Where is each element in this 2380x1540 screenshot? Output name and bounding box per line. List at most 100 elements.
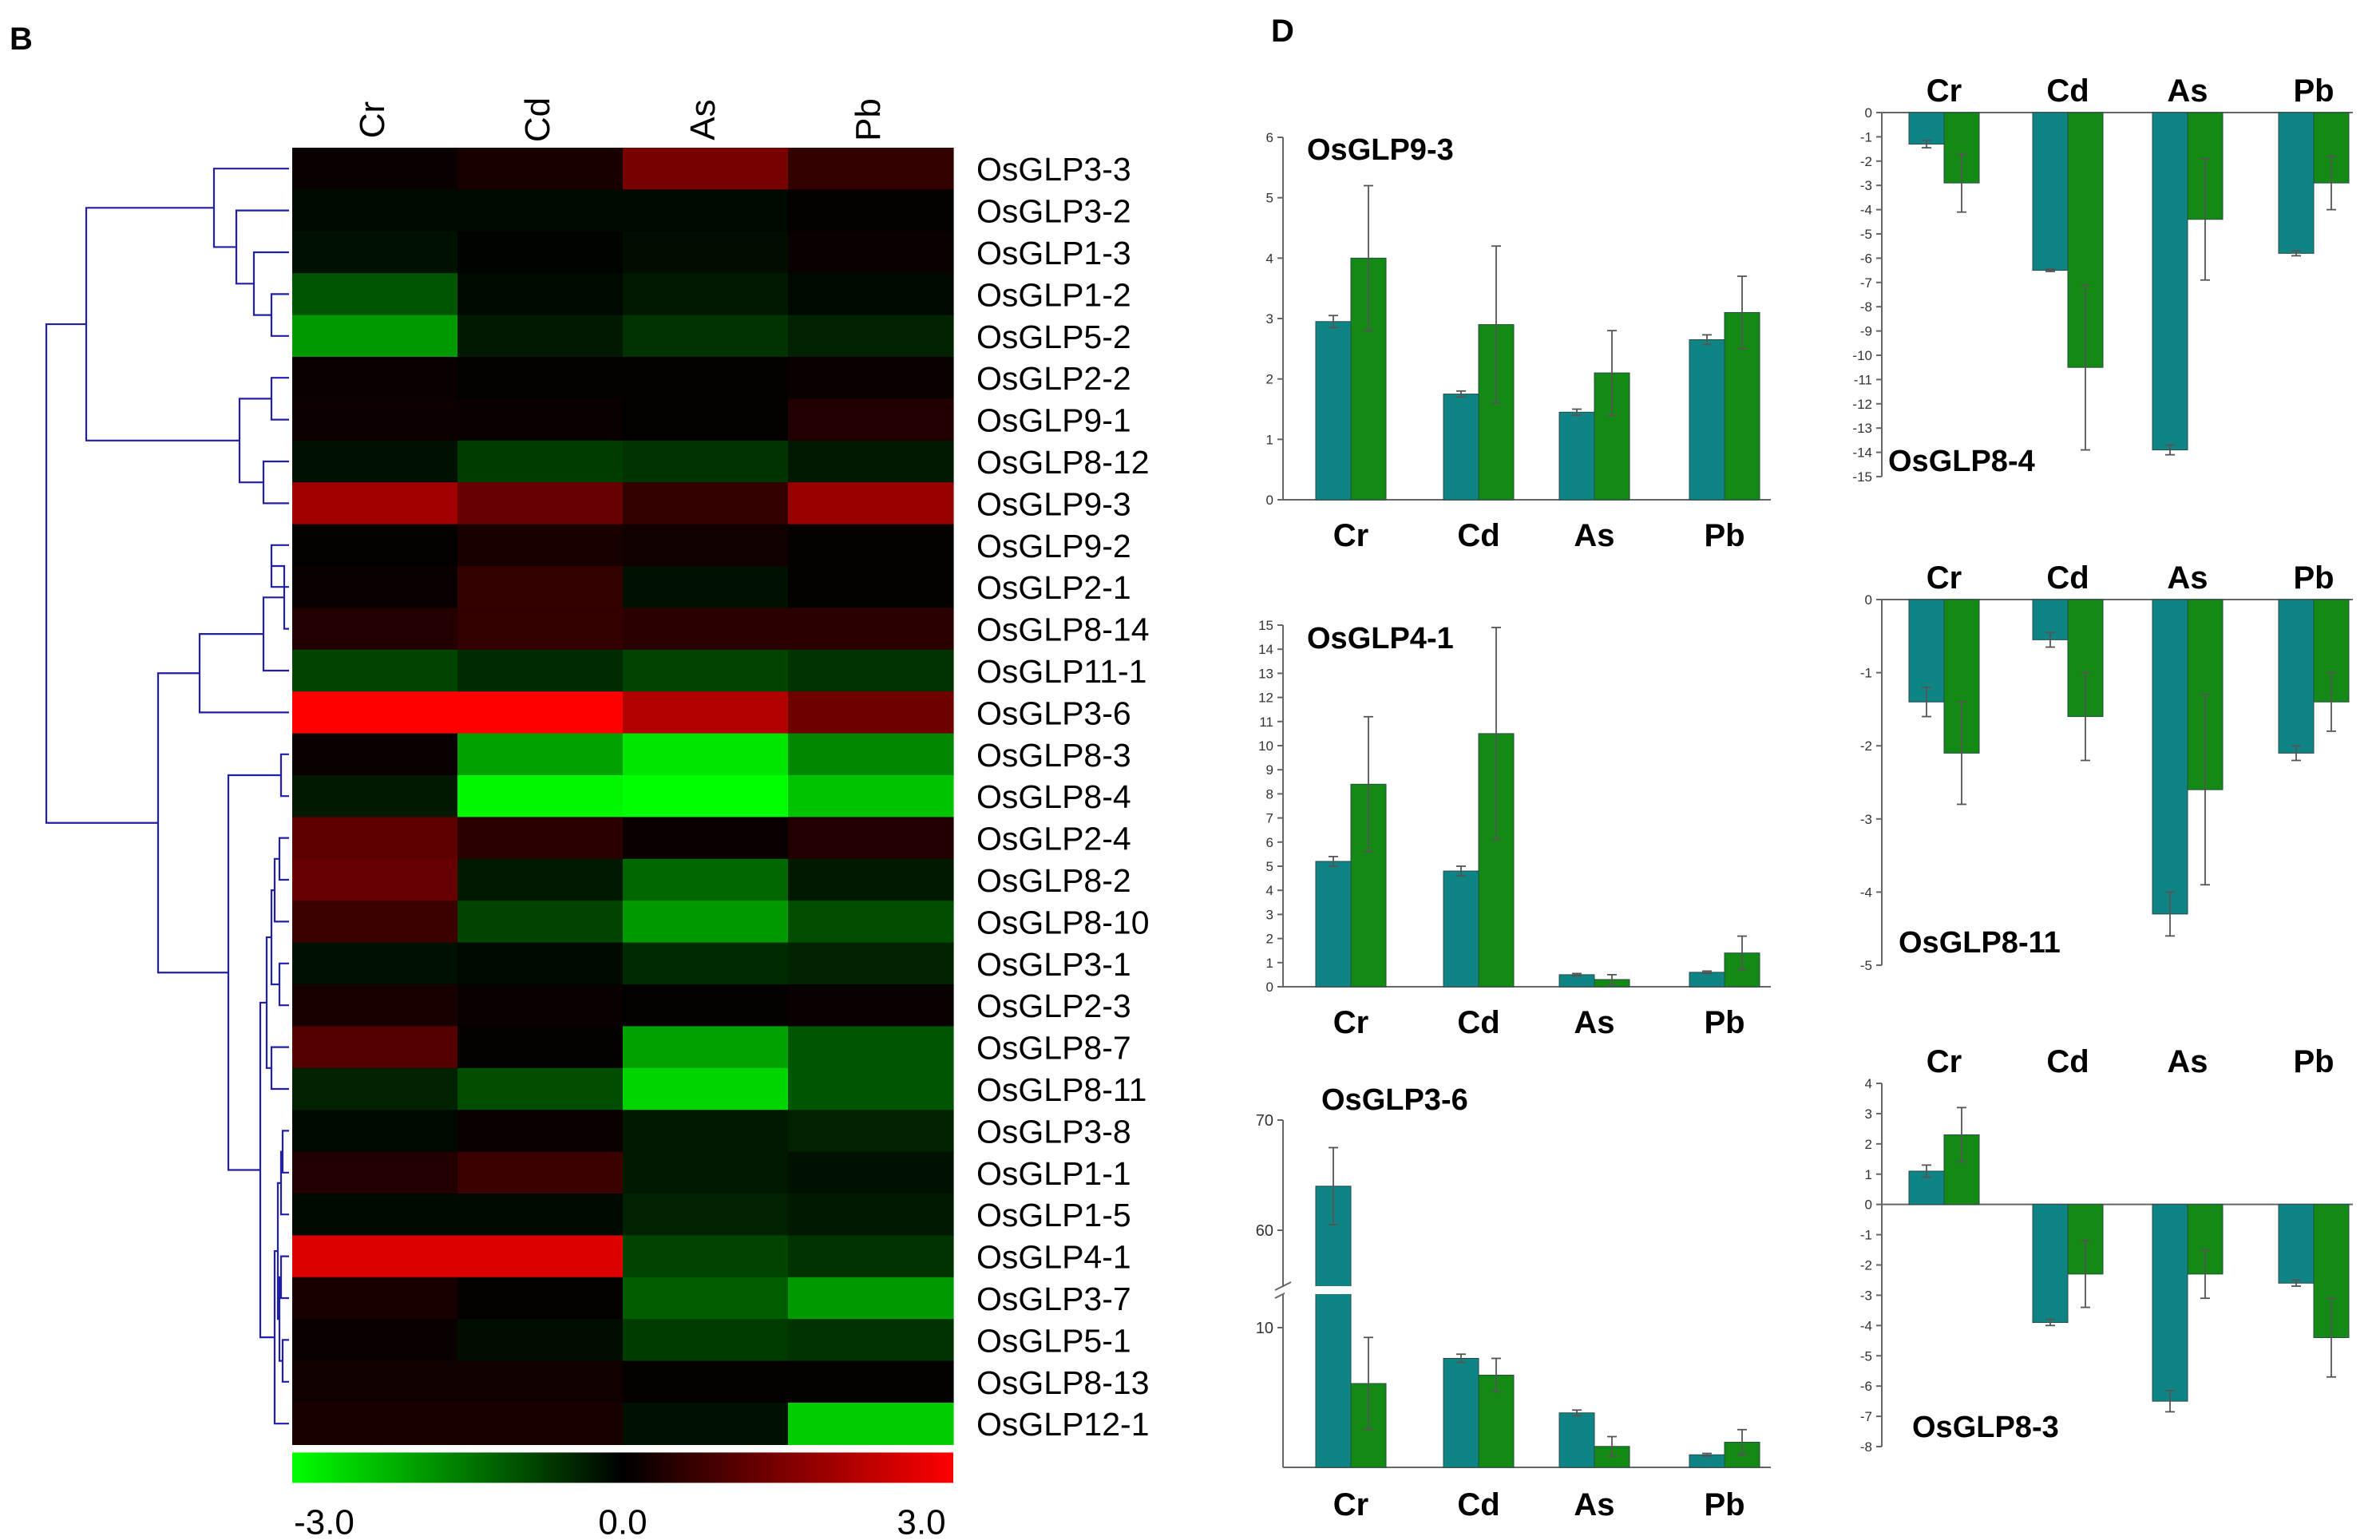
heatmap-row-label-osglp8-13: OsGLP8-13 [976, 1364, 1150, 1401]
heatmap-cell-osglp5-2-cr [292, 315, 458, 358]
heatmap-cell-osglp1-2-pb [788, 273, 954, 316]
dendrogram [45, 168, 289, 1425]
heatmap-row-label-osglp4-1: OsGLP4-1 [976, 1239, 1131, 1276]
heatmap-cell-osglp8-11-pb [788, 1067, 954, 1110]
heatmap-cell-osglp8-7-cr [292, 1026, 458, 1069]
heatmap-row-label-osglp8-3: OsGLP8-3 [976, 737, 1131, 774]
bar-osglp3-6-cd-series1 [1443, 1358, 1479, 1468]
y-tick-label-osglp9-3-6: 6 [1266, 130, 1273, 145]
dendrogram-branch-b2 [262, 460, 289, 505]
heatmap-cell-osglp1-2-cr [292, 273, 458, 316]
heatmap-row-label-osglp3-6: OsGLP3-6 [976, 695, 1131, 731]
y-tick-label-osglp3-6-0: 10 [1256, 1320, 1273, 1337]
heatmap-cell-osglp8-10-as [623, 901, 789, 944]
bar-chart-osglp8-3: OsGLP8-3 4 3 2 1 0 -1 -2 -3 -4 -5 -6 -7 -8 Cr Cd As Pb [1860, 1044, 2353, 1455]
heatmap-cell-osglp3-2-pb [788, 189, 954, 232]
heatmap-cell-osglp9-1-as [623, 398, 789, 441]
x-tick-label-osglp4-1-pb: Pb [1704, 1005, 1744, 1040]
y-tick-label-osglp4-1-7: 7 [1266, 811, 1273, 826]
heatmap-cell-osglp2-2-cr [292, 357, 458, 399]
x-tick-label-osglp3-6-cr: Cr [1333, 1487, 1368, 1522]
heatmap-column-label-as: As [683, 99, 723, 140]
dendrogram-branch-root [45, 323, 158, 824]
bar-osglp3-6-as-series1 [1558, 1412, 1595, 1468]
heatmap-cell-osglp3-1-as [623, 942, 789, 985]
heatmap-cell-osglp3-1-pb [788, 942, 954, 985]
y-tick-label-osglp9-3-5: 5 [1266, 191, 1273, 206]
y-tick-label-osglp9-3-2: 2 [1266, 372, 1273, 387]
heatmap-cell-osglp11-1-as [623, 649, 789, 692]
heatmap-cell-osglp3-8-cr [292, 1110, 458, 1153]
y-tick-label-osglp3-6-1: 60 [1256, 1222, 1273, 1240]
heatmap-cell-osglp1-1-pb [788, 1151, 954, 1194]
heatmap-cell-osglp1-3-pb [788, 231, 954, 274]
chart-title-osglp8-3: OsGLP8-3 [1912, 1411, 2059, 1444]
heatmap-row-label-osglp8-2: OsGLP8-2 [976, 862, 1131, 899]
y-tick-label-osglp8-3-8: -4 [1860, 1318, 1872, 1333]
y-tick-label-osglp8-3-6: -2 [1860, 1258, 1872, 1273]
x-tick-label-osglp8-4-cd: Cd [2046, 73, 2089, 109]
heatmap-cell-osglp1-2-cd [457, 273, 624, 316]
x-tick-label-osglp8-3-cr: Cr [1927, 1044, 1962, 1079]
y-tick-label-osglp8-3-5: -1 [1860, 1228, 1872, 1243]
y-tick-label-osglp8-4-0: 0 [1865, 105, 1872, 121]
dendrogram-branch-d [227, 774, 281, 1171]
heatmap-cell-osglp2-3-as [623, 984, 789, 1027]
y-tick-label-osglp3-6-2: 70 [1256, 1112, 1273, 1130]
heatmap-cell-osglp1-5-pb [788, 1194, 954, 1236]
heatmap-cell-osglp4-1-as [623, 1235, 789, 1278]
bar-osglp8-4-cr-series1 [1908, 112, 1945, 145]
heatmap-cell-osglp1-3-as [623, 231, 789, 274]
dendrogram-branch-d8 [281, 1130, 289, 1174]
y-tick-label-osglp4-1-4: 4 [1266, 883, 1273, 898]
y-tick-label-osglp4-1-6: 6 [1266, 835, 1273, 850]
y-tick-label-osglp8-11-5: -5 [1860, 958, 1872, 973]
bar-osglp4-1-cd-series1 [1443, 870, 1479, 988]
y-tick-label-osglp8-4-5: -5 [1860, 227, 1872, 242]
heatmap-row-label-osglp9-2: OsGLP9-2 [976, 528, 1131, 564]
x-tick-label-osglp4-1-as: As [1574, 1005, 1614, 1040]
y-tick-label-osglp8-11-3: -3 [1860, 812, 1872, 827]
heatmap-cell-osglp9-2-cr [292, 524, 458, 567]
bar-osglp4-1-cr-series1 [1315, 861, 1352, 988]
heatmap-cell-osglp4-1-cr [292, 1235, 458, 1278]
heatmap-cell-osglp2-4-pb [788, 817, 954, 860]
heatmap-row-label-osglp1-1: OsGLP1-1 [976, 1155, 1131, 1192]
heatmap-cell-osglp3-7-cd [457, 1277, 624, 1320]
heatmap-row-label-osglp8-4: OsGLP8-4 [976, 778, 1131, 815]
bar-chart-osglp9-3: OsGLP9-3 0 1 2 3 4 5 6 Cr Cd As Pb [1266, 130, 1771, 553]
x-tick-label-osglp8-11-as: As [2167, 560, 2208, 596]
heatmap-cell-osglp3-7-as [623, 1277, 789, 1320]
heatmap-row-label-osglp2-3: OsGLP2-3 [976, 988, 1131, 1024]
x-tick-label-osglp9-3-pb: Pb [1704, 518, 1744, 553]
x-tick-label-osglp8-4-cr: Cr [1927, 73, 1962, 109]
heatmap-cell-osglp2-3-cr [292, 984, 458, 1027]
heatmap-panel: Cr Cd As Pb OsGLP3-3 OsGLP3-2 OsGLP1-3 OsGLP1-2… [45, 97, 1150, 1540]
heatmap-row-label-osglp3-7: OsGLP3-7 [976, 1281, 1131, 1317]
heatmap-cell-osglp1-5-cd [457, 1194, 624, 1236]
panel-label-d: D [1271, 14, 1294, 49]
heatmap-cell-osglp9-1-pb [788, 398, 954, 441]
bar-osglp4-1-pb-series1 [1689, 972, 1725, 988]
y-tick-label-osglp4-1-2: 2 [1266, 932, 1273, 947]
x-tick-label-osglp8-3-cd: Cd [2046, 1044, 2089, 1079]
bar-osglp9-3-as-series1 [1558, 411, 1595, 501]
heatmap-cell-osglp3-6-as [623, 691, 789, 734]
heatmap-cell-osglp9-3-as [623, 482, 789, 525]
heatmap-cell-osglp3-8-pb [788, 1110, 954, 1153]
heatmap-cell-osglp8-13-cr [292, 1360, 458, 1403]
bar-chart-osglp8-11: OsGLP8-11 0 -1 -2 -3 -4 -5 Cr Cd As Pb [1860, 560, 2353, 973]
heatmap-cell-osglp4-1-cd [457, 1235, 624, 1278]
dendrogram-branch-ab [85, 207, 240, 441]
heatmap-cell-osglp8-7-pb [788, 1026, 954, 1069]
heatmap-cell-osglp3-2-cr [292, 189, 458, 232]
dendrogram-branch-d2 [278, 837, 289, 881]
y-tick-label-osglp4-1-15: 15 [1258, 618, 1273, 633]
y-tick-label-osglp8-3-2: 2 [1865, 1137, 1872, 1152]
heatmap-cell-osglp9-2-pb [788, 524, 954, 567]
y-tick-label-osglp8-4-13: -13 [1852, 421, 1872, 436]
dendrogram-branch-d1 [279, 753, 289, 798]
heatmap-cell-osglp3-2-cd [457, 189, 624, 232]
y-tick-label-osglp8-11-2: -2 [1860, 738, 1872, 754]
